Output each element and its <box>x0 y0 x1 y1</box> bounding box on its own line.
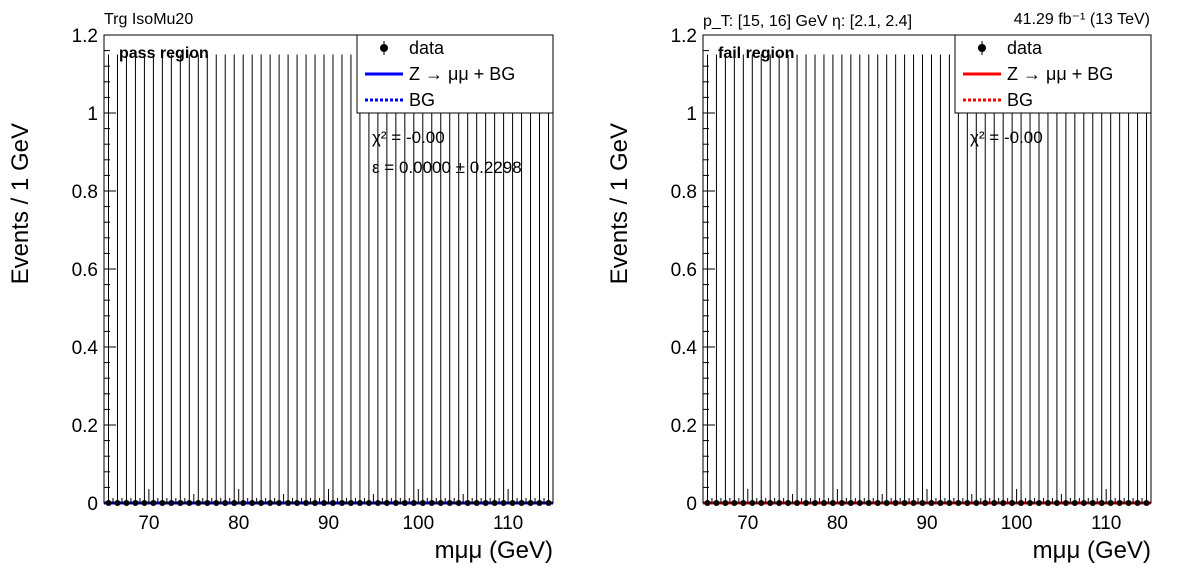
lumi-label: 41.29 fb⁻¹ (13 TeV) <box>1014 11 1150 28</box>
region-label: fail region <box>718 45 794 62</box>
x-tick-label: 70 <box>737 513 758 534</box>
x-tick-label: 110 <box>493 513 523 534</box>
fail-panel: 70 80 90 100 110 0 0.2 0.4 0.6 0.8 1 1.2 mμμ (GeV) Ev… <box>606 26 1152 564</box>
fit-annotation: χ² = -0.00 <box>970 128 1043 147</box>
x-tick-label: 70 <box>138 513 159 534</box>
x-tick-label: 100 <box>1001 513 1033 534</box>
x-tick-label: 100 <box>402 513 434 534</box>
y-tick-label: 0.8 <box>671 182 697 203</box>
x-tick-label: 90 <box>318 513 339 534</box>
y-tick-label: 0.6 <box>72 260 98 281</box>
kinematics-label: p_T: [15, 16] GeV η: [2.1, 2.4] <box>703 13 912 30</box>
y-tick-label: 0 <box>87 494 98 515</box>
legend-marker <box>978 44 986 52</box>
fit-annotation: χ² = -0.00 <box>372 128 445 147</box>
legend-label: Z → μμ + BG <box>409 64 515 84</box>
x-tick-label: 110 <box>1091 513 1121 534</box>
x-axis-title: mμμ (GeV) <box>435 537 553 564</box>
legend-label: data <box>1007 38 1043 58</box>
legend-label: Z → μμ + BG <box>1007 64 1113 84</box>
x-axis-title: mμμ (GeV) <box>1033 537 1151 564</box>
y-tick-label: 0 <box>686 494 697 515</box>
legend-label: BG <box>409 90 435 110</box>
legend-label: BG <box>1007 90 1033 110</box>
y-tick-label: 0.4 <box>671 338 698 359</box>
y-tick-label: 1 <box>87 104 98 125</box>
y-tick-label: 0.8 <box>72 182 98 203</box>
y-tick-label: 1.2 <box>72 26 98 47</box>
region-label: pass region <box>119 45 209 62</box>
x-tick-label: 90 <box>916 513 937 534</box>
legend-label: data <box>409 38 445 58</box>
y-tick-label: 0.2 <box>72 416 98 437</box>
y-tick-label: 1 <box>686 104 697 125</box>
pass-panel: 70 80 90 100 110 0 0.2 0.4 0.6 0.8 1 1.2 mμμ (GeV) Ev… <box>7 26 554 564</box>
fit-annotation: ε = 0.0000 ± 0.2298 <box>372 158 522 177</box>
y-tick-label: 0.2 <box>671 416 697 437</box>
trigger-label: Trg IsoMu20 <box>104 11 193 28</box>
x-tick-label: 80 <box>827 513 848 534</box>
y-axis-title: Events / 1 GeV <box>7 123 34 284</box>
y-tick-label: 1.2 <box>671 26 697 47</box>
legend-marker <box>380 44 388 52</box>
y-axis-title: Events / 1 GeV <box>606 123 633 284</box>
y-tick-label: 0.4 <box>72 338 99 359</box>
x-tick-label: 80 <box>228 513 249 534</box>
y-tick-label: 0.6 <box>671 260 697 281</box>
